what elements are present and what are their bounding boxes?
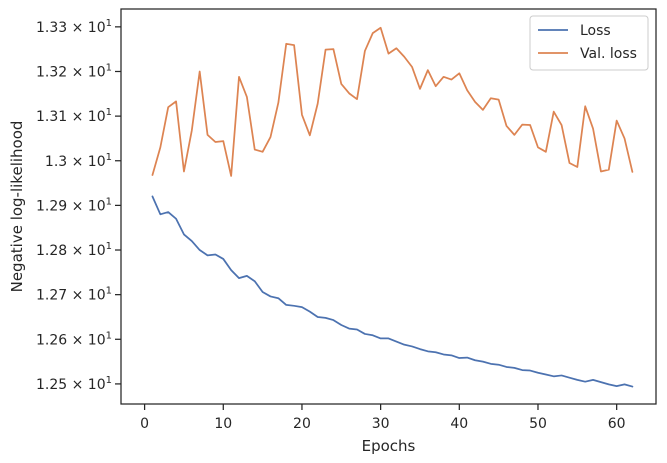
y-tick-label: 1.26 × 101 bbox=[36, 330, 112, 348]
y-tick-label: 1.32 × 101 bbox=[36, 62, 112, 80]
legend-label-loss: Loss bbox=[580, 23, 611, 39]
y-tick-label: 1.33 × 101 bbox=[36, 18, 112, 36]
legend: Loss Val. loss bbox=[529, 15, 649, 71]
y-tick-label: 1.28 × 101 bbox=[36, 241, 112, 259]
y-axis-label: Negative log-likelihood bbox=[8, 121, 26, 293]
x-axis-label: Epochs bbox=[362, 437, 416, 455]
x-tick-label: 60 bbox=[608, 416, 626, 432]
y-axis-ticks: 1.25 × 101 1.26 × 101 1.27 × 101 1.28 × 101… bbox=[36, 18, 121, 393]
x-axis-ticks: 0 10 20 30 40 50 60 bbox=[140, 404, 626, 432]
x-tick-label: 40 bbox=[450, 416, 468, 432]
val-loss-series-line bbox=[151, 26, 634, 177]
y-tick-label: 1.25 × 101 bbox=[36, 375, 112, 393]
x-tick-label: 10 bbox=[214, 416, 232, 432]
x-tick-label: 0 bbox=[140, 416, 149, 432]
legend-label-val-loss: Val. loss bbox=[580, 46, 637, 62]
y-tick-label: 1.29 × 101 bbox=[36, 196, 112, 214]
y-tick-label: 1.3 × 101 bbox=[45, 152, 112, 170]
x-tick-label: 20 bbox=[293, 416, 311, 432]
x-tick-label: 50 bbox=[529, 416, 547, 432]
y-tick-label: 1.27 × 101 bbox=[36, 286, 112, 304]
y-tick-label: 1.31 × 101 bbox=[36, 107, 112, 125]
x-tick-label: 30 bbox=[372, 416, 390, 432]
loss-series-line bbox=[151, 195, 634, 388]
series-layer bbox=[151, 26, 634, 388]
